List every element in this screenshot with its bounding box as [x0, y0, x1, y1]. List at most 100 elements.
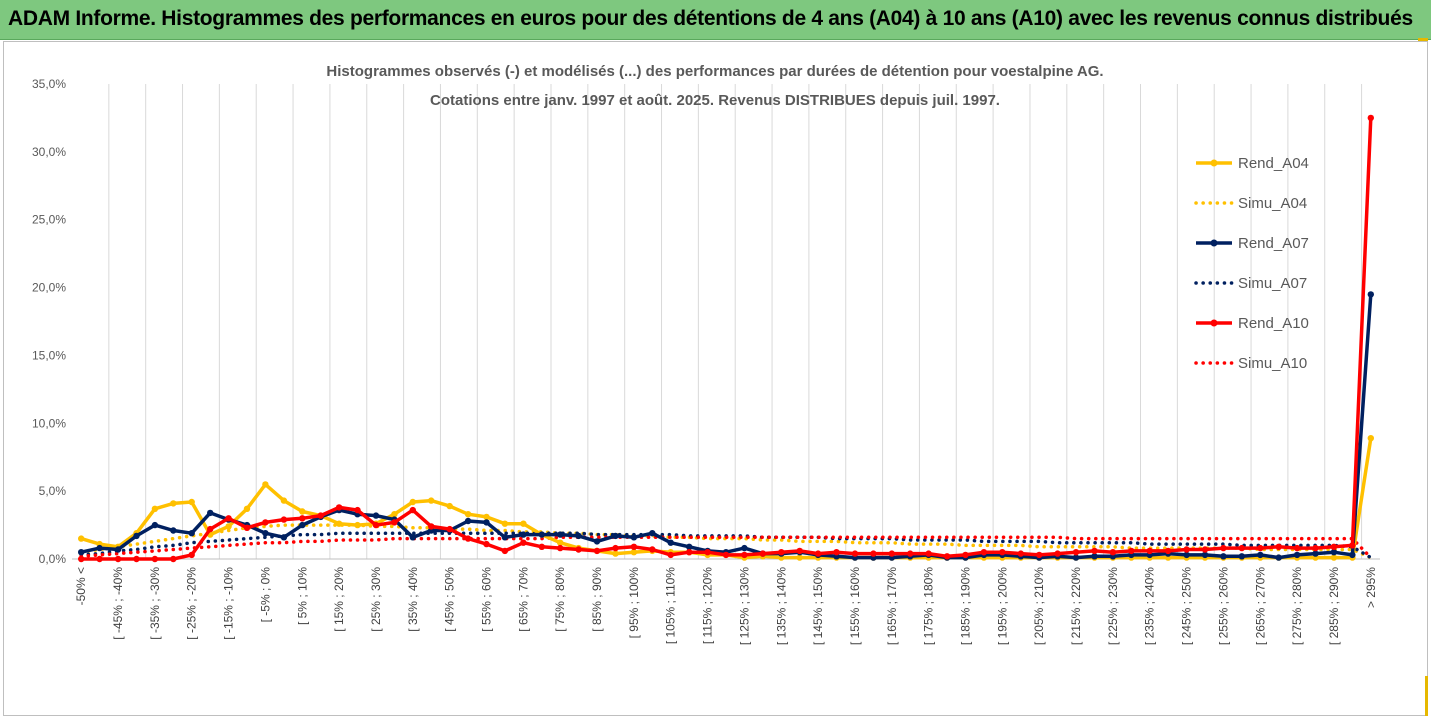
data-point-rend-a10	[1091, 547, 1098, 555]
data-point-rend-a10	[1017, 550, 1024, 557]
data-point-rend-a07	[207, 509, 214, 517]
data-point-rend-a10	[1293, 544, 1301, 552]
x-tick-label: [ 75% ; 80%	[553, 567, 567, 632]
x-tick-label: [ 205% ; 210%	[1032, 567, 1046, 645]
data-point-rend-a10	[207, 525, 214, 533]
x-tick-label: [ 195% ; 200%	[995, 567, 1009, 645]
data-point-rend-a10	[391, 519, 398, 526]
x-tick-label: [ 245% ; 250%	[1180, 567, 1194, 645]
x-tick-label: [ 155% ; 160%	[848, 567, 862, 645]
data-point-rend-a04	[557, 539, 564, 546]
data-point-rend-a10	[170, 555, 177, 563]
frame-corner-bottom-right	[1425, 676, 1428, 716]
y-tick-label: 15,0%	[32, 348, 66, 362]
data-point-rend-a10	[299, 515, 306, 522]
data-point-rend-a10	[1238, 544, 1246, 552]
data-point-rend-a10	[409, 506, 416, 514]
series-line-simu-a10	[79, 535, 1373, 560]
x-tick-label: [ -45% ; -40%	[111, 567, 125, 640]
data-point-rend-a10	[741, 551, 748, 559]
y-tick-label: 0,0%	[39, 552, 67, 566]
y-tick-label: 5,0%	[39, 484, 67, 498]
data-point-rend-a10	[814, 550, 822, 557]
data-point-rend-a07	[667, 539, 674, 546]
report-title: ADAM Informe. Histogrammes des performan…	[8, 7, 1413, 30]
report-banner: ADAM Informe. Histogrammes des performan…	[0, 0, 1431, 40]
chart-legend: Rend_A04 Simu_A04 Rend_A07 Simu_A07 Rend_A10…	[1194, 155, 1309, 372]
data-point-rend-a07	[1072, 554, 1080, 561]
data-point-rend-a10	[907, 550, 914, 557]
vertical-grid	[108, 84, 1363, 559]
data-point-rend-a10	[759, 550, 766, 557]
data-point-rend-a07	[1257, 551, 1264, 559]
data-point-rend-a10	[1146, 547, 1153, 555]
data-point-rend-a10	[520, 539, 527, 546]
data-point-rend-a10	[1072, 549, 1080, 556]
x-tick-label: [ 95% ; 100%	[627, 567, 641, 639]
data-point-rend-a10	[188, 551, 195, 559]
data-point-rend-a04	[188, 498, 195, 506]
data-point-rend-a07	[1091, 553, 1098, 560]
data-point-rend-a10	[428, 523, 435, 530]
data-point-rend-a10	[372, 521, 380, 529]
data-point-rend-a04	[796, 554, 803, 561]
data-point-rend-a10	[354, 506, 361, 514]
data-point-rend-a07	[78, 549, 85, 556]
legend-label: Rend_A07	[1238, 235, 1309, 252]
legend-label: Rend_A10	[1238, 315, 1309, 332]
data-point-rend-a10	[925, 550, 932, 557]
data-point-rend-a10	[1054, 550, 1061, 557]
chart-title: Histogrammes observés (-) et modélisés (…	[326, 63, 1103, 80]
data-point-rend-a10	[1109, 549, 1117, 556]
x-tick-label: [ 225% ; 230%	[1106, 567, 1120, 645]
data-point-rend-a07	[1293, 551, 1301, 559]
data-point-rend-a04	[464, 511, 472, 518]
data-point-rend-a04	[262, 481, 269, 488]
data-point-rend-a10	[1367, 114, 1375, 122]
data-point-rend-a10	[851, 550, 859, 557]
legend-label: Simu_A10	[1238, 355, 1307, 372]
x-tick-label: [ -5% ; 0%	[258, 567, 272, 623]
data-point-rend-a10	[262, 519, 269, 526]
data-point-rend-a10	[1164, 547, 1172, 555]
legend-marker	[1210, 239, 1218, 247]
data-point-rend-a07	[188, 530, 195, 537]
data-point-rend-a07	[1201, 551, 1209, 559]
data-point-rend-a07	[649, 530, 656, 537]
legend-label: Simu_A07	[1238, 275, 1307, 292]
data-point-rend-a04	[299, 508, 306, 515]
data-point-rend-a04	[335, 520, 343, 527]
data-point-rend-a07	[262, 530, 269, 537]
data-point-rend-a10	[317, 512, 324, 519]
x-tick-label: [ 65% ; 70%	[516, 567, 530, 632]
data-point-rend-a04	[501, 520, 509, 527]
data-point-rend-a10	[778, 549, 785, 556]
data-point-rend-a10	[464, 535, 472, 542]
x-tick-label: [ 105% ; 110%	[664, 567, 678, 644]
x-tick-label: [ 55% ; 60%	[480, 567, 494, 632]
data-point-rend-a10	[796, 547, 803, 555]
data-point-rend-a04	[446, 502, 453, 510]
x-tick-label: [ 125% ; 130%	[737, 567, 751, 645]
data-point-rend-a10	[686, 549, 693, 556]
data-point-rend-a07	[593, 538, 601, 545]
data-point-rend-a10	[630, 543, 638, 550]
x-tick-label: [ 235% ; 240%	[1143, 567, 1157, 645]
data-point-rend-a04	[170, 500, 177, 507]
x-tick-label: [ 15% ; 20%	[332, 567, 346, 632]
data-point-rend-a04	[428, 497, 435, 504]
frame-corner-top-right	[1418, 38, 1428, 41]
x-tick-label: [ 275% ; 280%	[1290, 567, 1304, 645]
data-point-rend-a10	[722, 551, 730, 559]
data-point-rend-a10	[962, 551, 969, 559]
data-point-rend-a10	[225, 515, 232, 522]
y-axis: 0,0% 5,0% 10,0% 15,0% 20,0% 25,0% 30,0% 35,0%	[32, 77, 66, 566]
data-point-rend-a07	[96, 544, 103, 552]
x-tick-label: [ 85% ; 90%	[590, 567, 604, 632]
data-point-rend-a10	[1275, 543, 1282, 550]
data-point-rend-a07	[1238, 553, 1246, 560]
data-point-rend-a10	[557, 544, 564, 552]
legend-label: Simu_A04	[1238, 195, 1307, 212]
data-point-rend-a07	[538, 531, 545, 538]
data-point-rend-a07	[1183, 551, 1190, 559]
